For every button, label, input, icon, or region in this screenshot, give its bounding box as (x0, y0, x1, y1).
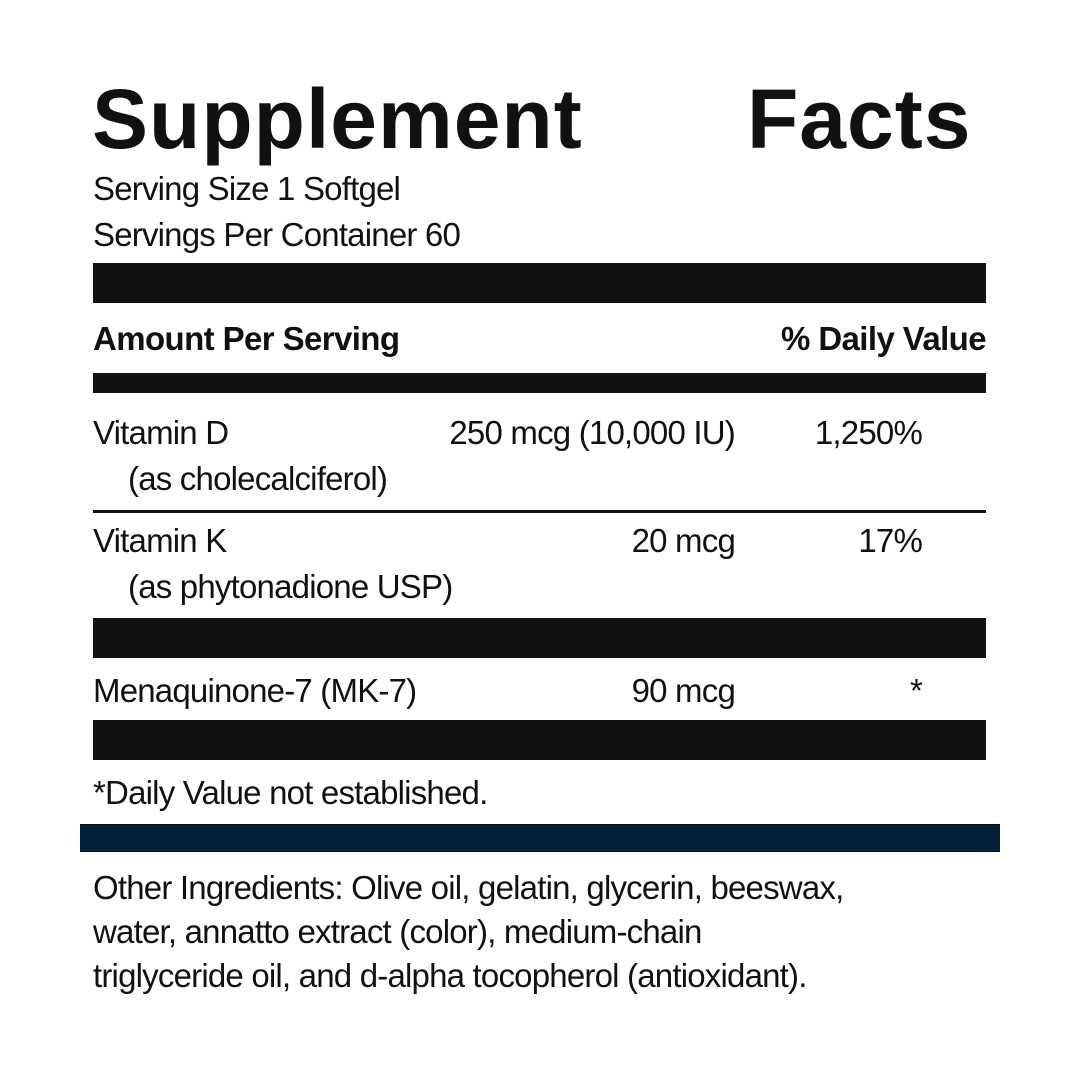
divider-thick (93, 720, 986, 760)
servings-per-container: Servings Per Container 60 (93, 216, 461, 253)
nutrient-source: (as cholecalciferol) (128, 460, 388, 497)
daily-value-header: % Daily Value (781, 320, 987, 357)
title-word-facts: Facts (747, 72, 972, 166)
other-ingredients-line: water, annatto extract (color), medium-c… (93, 913, 702, 950)
divider-thick (93, 618, 986, 658)
nutrient-name: Menaquinone-7 (MK-7) (93, 672, 417, 709)
divider-thin (93, 510, 986, 513)
other-ingredients-line: triglyceride oil, and d-alpha tocopherol… (93, 957, 807, 994)
nutrient-dv: 17% (858, 522, 922, 559)
nutrient-source: (as phytonadione USP) (128, 568, 453, 605)
panel-title: Supplement Facts (92, 72, 970, 166)
other-ingredients: Other Ingredients: Olive oil, gelatin, g… (93, 866, 844, 998)
nutrient-name: Vitamin K (93, 522, 227, 559)
nutrient-name: Vitamin D (93, 414, 229, 451)
divider-thick (93, 263, 986, 303)
footnote: *Daily Value not established. (93, 774, 488, 811)
other-ingredients-line: Other Ingredients: Olive oil, gelatin, g… (93, 869, 844, 906)
amount-per-serving-header: Amount Per Serving (93, 320, 400, 357)
divider-medium (93, 373, 986, 393)
nutrient-amount: 250 mcg (10,000 IU) (449, 414, 735, 451)
accent-divider (80, 824, 1000, 852)
nutrient-dv: * (909, 672, 923, 709)
title-word-supplement: Supplement (92, 72, 583, 166)
nutrient-dv: 1,250% (814, 414, 923, 451)
nutrient-amount: 90 mcg (631, 672, 736, 709)
serving-size: Serving Size 1 Softgel (93, 170, 401, 207)
nutrient-amount: 20 mcg (631, 522, 736, 559)
